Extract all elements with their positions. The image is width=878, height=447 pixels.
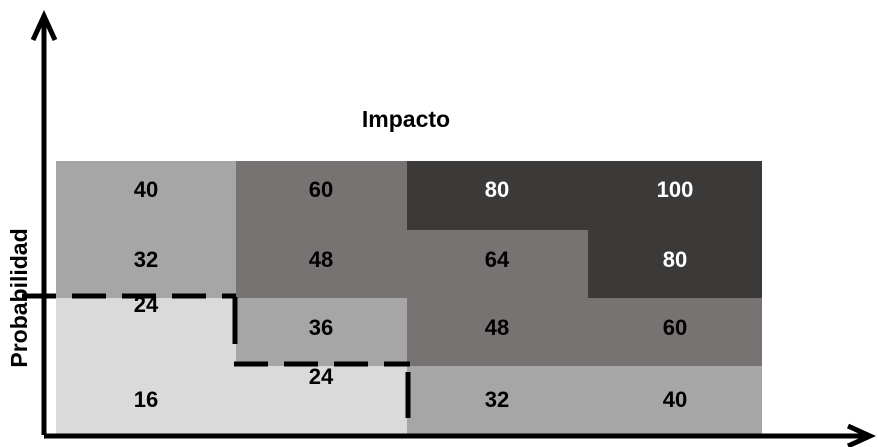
- y-axis-arrowhead: [30, 9, 58, 42]
- matrix-cell-r2-c2: [236, 230, 407, 298]
- diagram-title: Impacto: [362, 106, 450, 132]
- matrix-cell-r4-c1: [56, 366, 236, 434]
- matrix-cells: [56, 161, 762, 434]
- matrix-cell-r1-c2: [236, 161, 407, 230]
- matrix-value-r1-c2: 60: [309, 177, 333, 202]
- matrix-cell-r3-c3: [407, 298, 588, 366]
- matrix-value-r3-c3: 48: [485, 315, 509, 340]
- matrix-value-r2-c1: 32: [134, 247, 158, 272]
- matrix-value-r2-c2: 48: [309, 247, 333, 272]
- matrix-cell-r1-c1: [56, 161, 236, 230]
- matrix-value-r4-c3: 32: [485, 387, 509, 412]
- matrix-cell-r3-c2: [236, 298, 407, 366]
- matrix-value-r2-c4: 80: [663, 247, 687, 272]
- matrix-value-r4-c2: 24: [309, 364, 334, 389]
- matrix-cell-r1-c3: [407, 161, 588, 230]
- matrix-cell-r4-c4: [588, 366, 762, 434]
- matrix-value-r1-c3: 80: [485, 177, 509, 202]
- matrix-cell-r4-c2: [236, 366, 407, 434]
- matrix-cell-r3-c4: [588, 298, 762, 366]
- matrix-cell-r2-c4: [588, 230, 762, 298]
- matrix-value-r1-c4: 100: [657, 177, 694, 202]
- matrix-value-r2-c3: 64: [485, 247, 510, 272]
- x-axis-arrowhead: [846, 423, 877, 447]
- matrix-cell-r2-c3: [407, 230, 588, 298]
- y-axis-label: Probabilidad: [6, 228, 32, 367]
- matrix-value-r4-c1: 16: [134, 387, 158, 412]
- matrix-value-r4-c4: 40: [663, 387, 687, 412]
- matrix-value-r1-c1: 40: [134, 177, 158, 202]
- matrix-value-r3-c4: 60: [663, 315, 687, 340]
- matrix-cell-r1-c4: [588, 161, 762, 230]
- risk-threshold-line: [22, 293, 411, 418]
- matrix-cell-r4-c3: [407, 366, 588, 434]
- matrix-cell-r2-c1: [56, 230, 236, 298]
- matrix-value-r3-c2: 36: [309, 315, 333, 340]
- matrix-cell-r3-c1: [56, 298, 236, 366]
